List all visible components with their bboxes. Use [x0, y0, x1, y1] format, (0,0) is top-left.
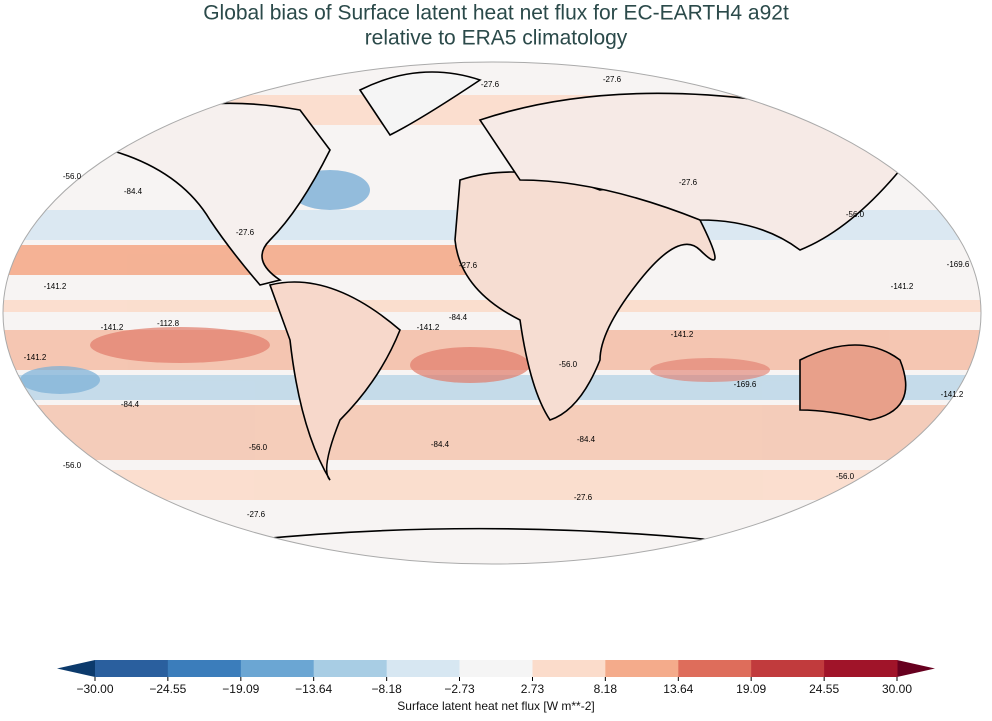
colorbar-tick-label: −30.00	[76, 682, 113, 696]
colorbar-tick-label: 24.55	[809, 682, 839, 696]
colorbar-tick-label: 30.00	[882, 682, 912, 696]
colorbar-tick-label: −2.73	[444, 682, 475, 696]
colorbar-bin	[678, 660, 752, 677]
colorbar-bin	[240, 660, 315, 677]
colorbar-bin	[313, 660, 388, 677]
colorbar-bin	[532, 660, 606, 677]
colorbar-tick-label: 19.09	[736, 682, 766, 696]
contour-label: -27.6	[603, 75, 622, 84]
contour-label: -56.0	[63, 461, 82, 470]
colorbar-bin	[751, 660, 825, 677]
map	[3, 62, 981, 564]
contour-label: -84.4	[124, 187, 143, 196]
contour-label: -84.4	[449, 313, 468, 322]
colorbar-over	[897, 660, 935, 677]
title-line: relative to ERA5 climatology	[365, 27, 628, 50]
colorbar-label: Surface latent heat net flux [W m**-2]	[397, 699, 594, 713]
colorbar-under	[57, 660, 95, 677]
colorbar-bin	[167, 660, 242, 677]
contour-label: -141.2	[941, 390, 964, 399]
contour-label: -27.6	[459, 261, 478, 270]
colorbar-tick-label: 2.73	[521, 682, 545, 696]
contour-label: -27.6	[236, 228, 255, 237]
contour-label: -56.0	[846, 210, 865, 219]
contour-label: -169.6	[947, 260, 970, 269]
colorbar-tick-label: 13.64	[663, 682, 693, 696]
contour-label: -169.6	[734, 380, 757, 389]
contour-label: -84.4	[431, 440, 450, 449]
colorbar-tick-label: −19.09	[222, 682, 259, 696]
colorbar-tick-label: 8.18	[594, 682, 618, 696]
contour-label: -112.8	[157, 319, 180, 328]
contour-label: -141.2	[101, 323, 124, 332]
contour-label: -27.6	[574, 493, 593, 502]
contour-label: -56.0	[249, 443, 268, 452]
contour-label: -56.0	[836, 472, 855, 481]
map-frame	[2, 61, 982, 565]
title-line: Global bias of Surface latent heat net f…	[203, 2, 789, 25]
colorbar-bin	[824, 660, 898, 677]
contour-label: -56.0	[559, 360, 578, 369]
contour-label: -141.2	[24, 353, 47, 362]
colorbar-bin	[459, 660, 533, 677]
colorbar-bin	[605, 660, 679, 677]
colorbar-tick-label: −13.64	[295, 682, 332, 696]
contour-label: -27.6	[247, 510, 266, 519]
contour-label: -141.2	[671, 330, 694, 339]
contour-label: -84.4	[577, 435, 596, 444]
contour-label: -141.2	[891, 282, 914, 291]
contour-label: -141.2	[44, 282, 67, 291]
contour-label: -141.2	[417, 323, 440, 332]
colorbar-bin	[95, 660, 169, 677]
colorbar-tick-label: −24.55	[149, 682, 186, 696]
contour-label: -56.0	[63, 172, 82, 181]
contour-label: -84.4	[121, 400, 140, 409]
contour-label: -27.6	[481, 80, 500, 89]
colorbar-bin	[386, 660, 461, 677]
contour-label: -27.6	[679, 178, 698, 187]
colorbar-tick-label: −8.18	[371, 682, 402, 696]
